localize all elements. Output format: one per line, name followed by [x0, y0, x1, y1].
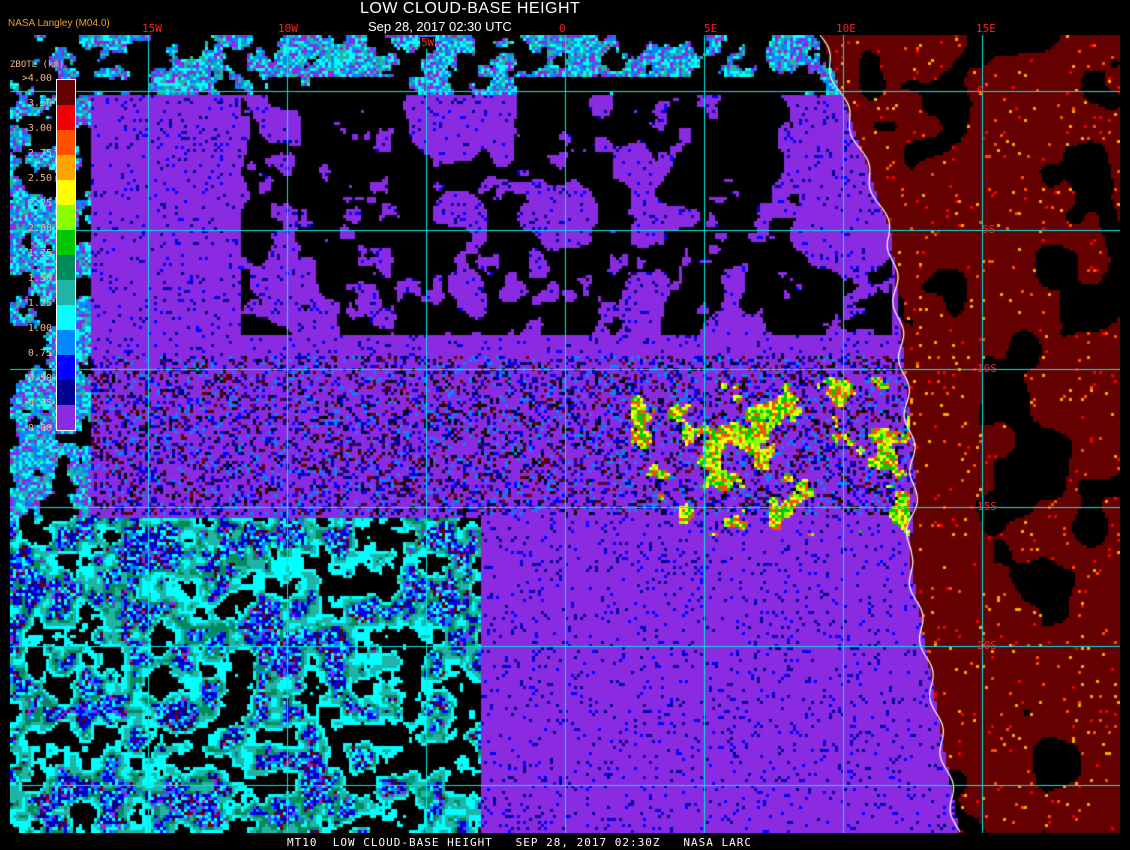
map-title: LOW CLOUD-BASE HEIGHT: [360, 0, 581, 17]
legend-swatch: [57, 255, 75, 280]
legend-swatch: [57, 305, 75, 330]
map-timestamp: Sep 28, 2017 02:30 UTC: [368, 19, 512, 34]
legend-swatch: [57, 330, 75, 355]
legend-label: 2.75: [27, 148, 52, 159]
legend-label: 0.75: [27, 348, 52, 359]
legend-swatch: [57, 180, 75, 205]
longitude-label: 0: [559, 22, 566, 35]
legend-label: 1.00: [27, 323, 52, 334]
legend-swatch: [57, 155, 75, 180]
legend-swatch: [57, 205, 75, 230]
legend-label: 0.00: [27, 423, 52, 434]
legend-label: 2.50: [27, 173, 52, 184]
longitude-label: 10E: [836, 22, 856, 35]
legend-label: 0.25: [27, 398, 52, 409]
legend-swatch: [57, 105, 75, 130]
latitude-label: 15S: [977, 500, 997, 513]
legend-label: 2.00: [27, 223, 52, 234]
legend-title: ZBOTL (km): [10, 60, 65, 70]
color-legend: [56, 79, 76, 431]
longitude-label: 5E: [704, 22, 718, 35]
legend-label: 1.50: [27, 273, 52, 284]
legend-swatch: [57, 280, 75, 305]
longitude-label: 15E: [976, 22, 996, 35]
longitude-label: 5W: [420, 36, 436, 49]
footer-caption: MT10 LOW CLOUD-BASE HEIGHT SEP 28, 2017 …: [287, 836, 752, 849]
legend-label: 1.75: [27, 248, 52, 259]
legend-label: >4.00: [21, 73, 52, 84]
legend-swatch: [57, 230, 75, 255]
legend-swatch: [57, 405, 75, 430]
latitude-label: 20S: [977, 639, 997, 652]
latitude-label: 0: [977, 84, 984, 97]
legend-swatch: [57, 130, 75, 155]
legend-swatch: [57, 380, 75, 405]
legend-label: 3.00: [27, 123, 52, 134]
cloud-base-height-map: [10, 35, 1120, 833]
longitude-label: 10W: [278, 22, 298, 35]
longitude-label: 15W: [142, 22, 162, 35]
legend-label: 3.50: [27, 98, 52, 109]
legend-swatch: [57, 355, 75, 380]
legend-label: 0.50: [27, 373, 52, 384]
legend-swatch: [57, 80, 75, 105]
latitude-label: 10S: [977, 362, 997, 375]
legend-label: 1.25: [27, 298, 52, 309]
legend-label: 2.25: [27, 198, 52, 209]
latitude-label: 5S: [982, 223, 996, 236]
credit-label: NASA Langley (M04.0): [8, 18, 110, 29]
